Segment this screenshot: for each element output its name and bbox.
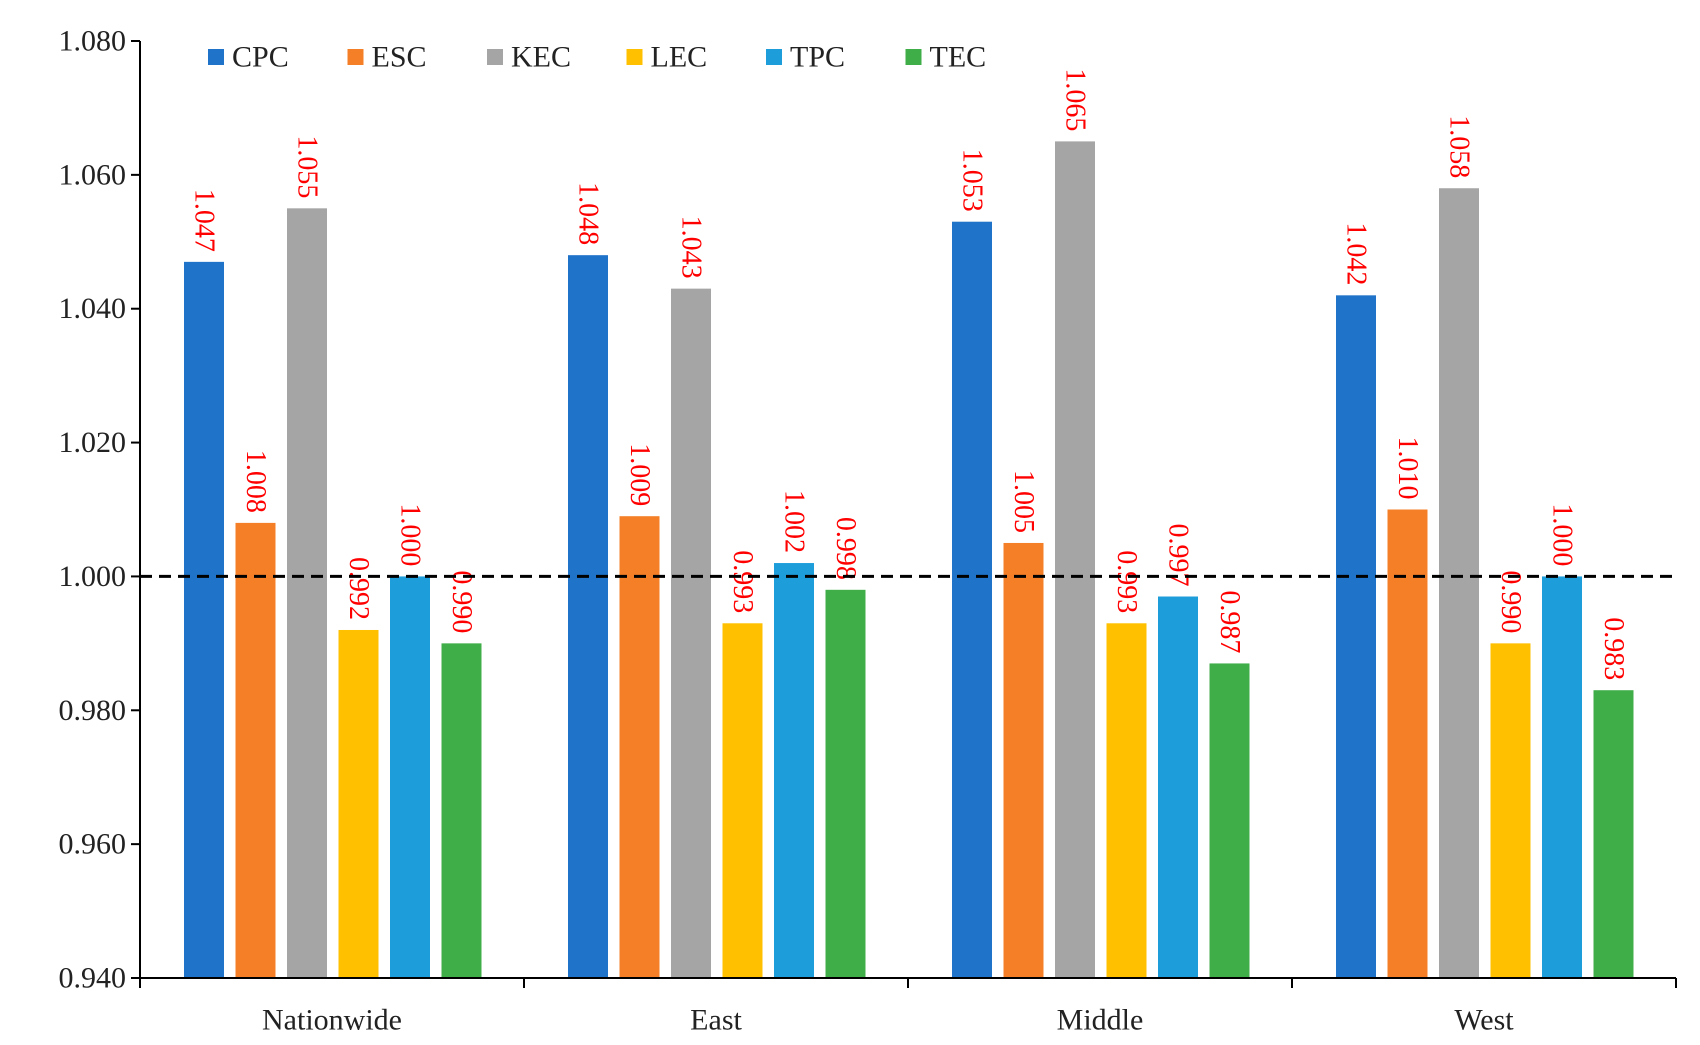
bar-tpc-middle: [1158, 596, 1198, 978]
bar-cpc-west: [1336, 295, 1376, 978]
data-label-tec-middle: 0.987: [1214, 590, 1245, 653]
bar-lec-west: [1490, 643, 1531, 978]
legend-swatch-esc: [347, 49, 364, 65]
x-category-label-nationwide: Nationwide: [262, 1004, 402, 1037]
axes-layer: 0.940 0.960 0.980 1.000 1.020 1.040 1.060 1.080…: [59, 25, 1677, 1037]
bar-esc-west: [1387, 509, 1428, 978]
data-label-tec-nationwide: 0.990: [446, 570, 477, 633]
bars-layer: [184, 141, 1634, 979]
bar-lec-east: [722, 623, 763, 978]
bar-tpc-east: [774, 563, 814, 978]
data-label-tpc-west: 1.000: [1547, 503, 1578, 566]
legend-label-tec: TEC: [930, 41, 987, 74]
data-label-lec-east: 0.993: [727, 550, 758, 613]
data-label-esc-west: 1.010: [1392, 437, 1423, 500]
data-label-tpc-nationwide: 1.000: [395, 503, 426, 566]
legend-swatch-tec: [905, 49, 922, 65]
data-label-kec-west: 1.058: [1444, 115, 1475, 178]
data-label-cpc-nationwide: 1.047: [189, 189, 220, 252]
y-tick-label: 1.080: [59, 25, 127, 58]
legend-label-esc: ESC: [372, 41, 427, 74]
legend-label-kec: KEC: [511, 41, 571, 74]
bar-kec-west: [1439, 188, 1479, 978]
bar-tec-west: [1593, 690, 1634, 978]
data-label-esc-middle: 1.005: [1008, 470, 1039, 533]
legend-swatch-kec: [487, 49, 503, 65]
data-label-esc-east: 1.009: [624, 443, 655, 506]
x-category-label-middle: Middle: [1057, 1004, 1144, 1037]
legend-swatch-tpc: [766, 49, 782, 65]
data-label-cpc-west: 1.042: [1341, 222, 1372, 285]
data-label-esc-nationwide: 1.008: [240, 450, 271, 513]
bar-lec-middle: [1106, 623, 1147, 978]
x-category-label-east: East: [690, 1004, 742, 1037]
data-label-tec-east: 0.998: [830, 517, 861, 580]
data-label-lec-nationwide: 0.992: [343, 557, 374, 620]
legend-label-tpc: TPC: [790, 41, 845, 74]
legend: CPC ESC KEC LEC TPC TEC: [208, 41, 986, 74]
y-tick-label: 1.000: [59, 560, 127, 593]
y-tick-label: 1.020: [59, 426, 127, 459]
data-label-cpc-east: 1.048: [573, 182, 604, 245]
x-category-label-west: West: [1454, 1004, 1514, 1037]
bar-kec-middle: [1055, 141, 1095, 979]
bar-kec-nationwide: [287, 208, 327, 979]
data-labels-layer: 1.047 1.048 1.053 1.042 1.008 1.009 1.005 1.010…: [189, 68, 1630, 680]
bar-esc-middle: [1003, 542, 1044, 978]
data-label-lec-middle: 0.993: [1111, 550, 1142, 613]
legend-label-cpc: CPC: [232, 41, 289, 74]
data-label-kec-nationwide: 1.055: [292, 135, 323, 198]
y-tick-label: 1.040: [59, 292, 127, 325]
y-tick-label: 0.940: [59, 962, 127, 995]
data-label-kec-east: 1.043: [676, 216, 707, 279]
bar-lec-nationwide: [338, 629, 379, 978]
bar-esc-east: [619, 516, 660, 978]
bar-tpc-nationwide: [390, 576, 430, 978]
bar-tec-nationwide: [441, 643, 482, 978]
bar-cpc-nationwide: [184, 261, 224, 979]
y-tick-label: 0.960: [59, 828, 127, 861]
data-label-tec-west: 0.983: [1598, 617, 1629, 680]
bar-cpc-middle: [952, 221, 992, 978]
legend-label-lec: LEC: [651, 41, 708, 74]
bar-esc-nationwide: [235, 522, 276, 978]
y-tick-label: 0.980: [59, 694, 127, 727]
bar-tec-east: [825, 589, 866, 978]
bar-tec-middle: [1209, 663, 1250, 978]
y-tick-label: 1.060: [59, 158, 127, 191]
data-label-lec-west: 0.990: [1495, 570, 1526, 633]
bar-cpc-east: [568, 255, 608, 978]
data-label-kec-middle: 1.065: [1060, 68, 1091, 131]
data-label-tpc-east: 1.002: [779, 490, 810, 553]
bar-kec-east: [671, 288, 711, 978]
bar-tpc-west: [1542, 576, 1582, 978]
legend-swatch-lec: [626, 49, 643, 65]
data-label-cpc-middle: 1.053: [957, 149, 988, 212]
legend-swatch-cpc: [208, 49, 224, 65]
